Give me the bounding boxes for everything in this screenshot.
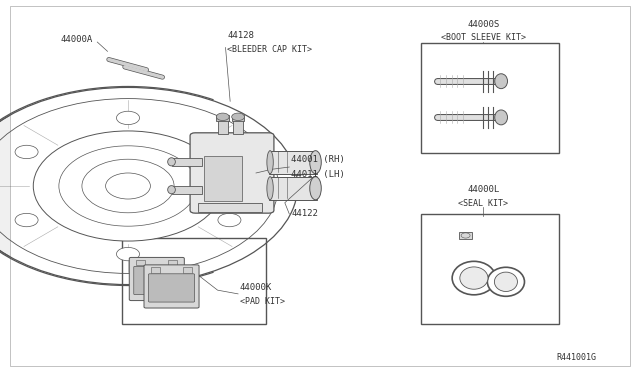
Text: 44122: 44122 — [291, 209, 318, 218]
Bar — [421, 214, 559, 324]
Ellipse shape — [460, 267, 488, 289]
Ellipse shape — [488, 267, 525, 296]
Bar — [198, 203, 262, 212]
Ellipse shape — [452, 262, 496, 295]
Text: 44000A: 44000A — [61, 35, 93, 44]
Text: <BLEEDER CAP KIT>: <BLEEDER CAP KIT> — [227, 45, 312, 54]
Bar — [204, 156, 242, 201]
Ellipse shape — [267, 177, 273, 200]
FancyBboxPatch shape — [148, 274, 195, 302]
Bar — [168, 260, 177, 265]
Circle shape — [116, 247, 140, 261]
Text: 44011 (LH): 44011 (LH) — [291, 170, 345, 179]
Ellipse shape — [495, 74, 508, 89]
Circle shape — [216, 113, 229, 121]
Circle shape — [15, 214, 38, 227]
Circle shape — [33, 131, 223, 241]
Bar — [122, 238, 266, 324]
Bar — [269, 177, 317, 200]
Bar — [269, 151, 317, 174]
Bar — [218, 120, 228, 134]
FancyBboxPatch shape — [129, 257, 184, 301]
Bar — [183, 267, 192, 273]
Text: 44128: 44128 — [227, 31, 254, 40]
Bar — [233, 120, 243, 134]
Text: <PAD KIT>: <PAD KIT> — [240, 297, 285, 306]
Text: R441001G: R441001G — [557, 353, 596, 362]
Bar — [151, 267, 160, 273]
Text: <SEAL KIT>: <SEAL KIT> — [458, 199, 508, 208]
Text: 44000L: 44000L — [467, 185, 499, 194]
Circle shape — [15, 145, 38, 158]
FancyBboxPatch shape — [190, 133, 274, 213]
Ellipse shape — [310, 177, 321, 200]
Circle shape — [116, 111, 140, 125]
Text: 44001 (RH): 44001 (RH) — [291, 155, 345, 164]
Ellipse shape — [267, 151, 273, 174]
FancyBboxPatch shape — [144, 265, 199, 308]
Bar — [421, 43, 559, 153]
Circle shape — [218, 145, 241, 158]
Ellipse shape — [495, 110, 508, 125]
Bar — [216, 115, 229, 121]
FancyBboxPatch shape — [134, 266, 180, 295]
Ellipse shape — [310, 151, 321, 174]
Wedge shape — [128, 100, 300, 280]
Text: 44000K: 44000K — [240, 283, 272, 292]
Circle shape — [232, 113, 244, 121]
Bar — [232, 115, 244, 121]
Ellipse shape — [168, 186, 175, 194]
Bar — [460, 232, 472, 239]
Ellipse shape — [168, 158, 175, 166]
Text: 44000S: 44000S — [467, 20, 499, 29]
Ellipse shape — [495, 272, 518, 292]
Bar — [172, 158, 202, 166]
Wedge shape — [0, 87, 212, 285]
Bar — [172, 186, 202, 194]
Text: <BOOT SLEEVE KIT>: <BOOT SLEEVE KIT> — [441, 33, 525, 42]
Bar — [136, 260, 145, 265]
Circle shape — [218, 214, 241, 227]
